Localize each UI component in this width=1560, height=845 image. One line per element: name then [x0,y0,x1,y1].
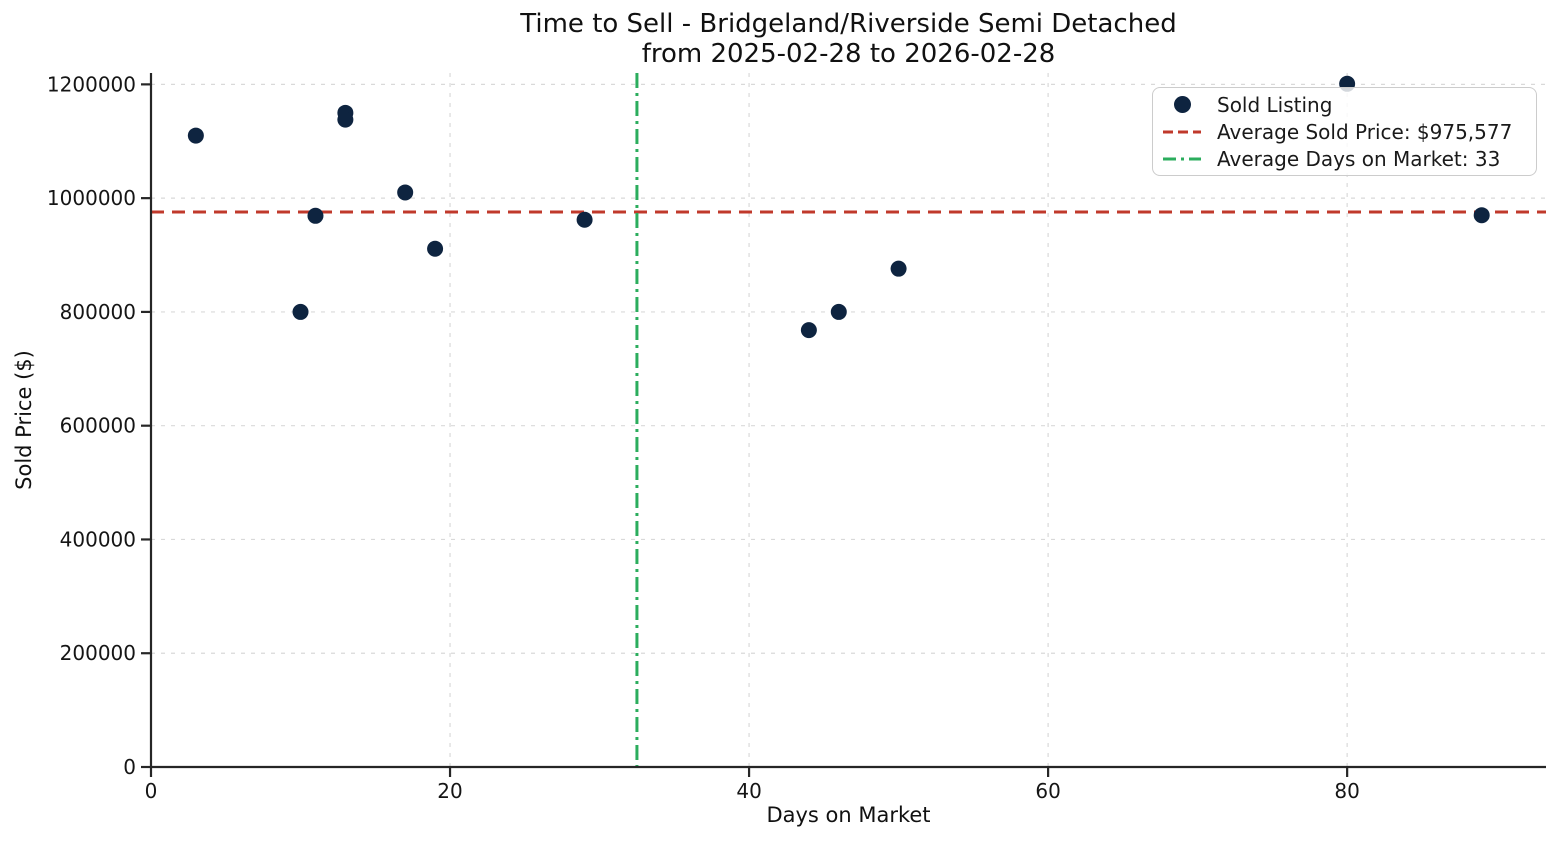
legend-item-sold-listing: Sold Listing [1159,93,1530,117]
legend-swatch [1159,96,1205,113]
data-point-sold-listing [830,303,847,320]
y-tick-label: 600000 [60,414,136,438]
legend-swatch [1159,129,1205,135]
data-point-sold-listing [427,240,444,257]
legend-swatch [1159,156,1205,162]
x-axis-label: Days on Market [766,803,931,827]
legend-label-sold-listing: Sold Listing [1217,92,1333,117]
data-point-sold-listing [890,260,907,277]
chart-title-line2: from 2025-02-28 to 2026-02-28 [641,39,1056,69]
y-tick-label: 1200000 [47,72,136,96]
y-tick-label: 200000 [60,641,136,665]
y-tick-label: 800000 [60,300,136,324]
chart-title-line1: Time to Sell - Bridgeland/Riverside Semi… [520,9,1177,39]
data-point-sold-listing [800,322,817,339]
x-tick-label: 20 [437,779,462,803]
y-tick-label: 0 [123,755,136,779]
data-point-sold-listing [307,207,324,224]
x-tick-label: 40 [736,779,761,803]
chart-title: Time to Sell - Bridgeland/Riverside Semi… [151,9,1546,69]
legend-label-avg-sold-price: Average Sold Price: $975,577 [1217,119,1513,144]
data-point-sold-listing [1473,207,1490,224]
sold-listing-marker-icon [1173,96,1191,113]
x-tick-label: 80 [1334,779,1359,803]
avg-price-dashed-line-icon [1163,130,1201,133]
data-point-sold-listing [187,127,204,144]
x-tick-label: 60 [1035,779,1060,803]
data-point-sold-listing [576,211,593,228]
data-point-sold-listing [292,303,309,320]
x-tick-label: 0 [145,779,158,803]
legend-item-avg-days: Average Days on Market: 33 [1159,147,1530,171]
data-point-sold-listing [337,111,354,128]
data-point-sold-listing [397,184,414,201]
avg-days-dashdot-line-icon [1163,157,1201,160]
y-tick-label: 1000000 [47,186,136,210]
legend-label-avg-days: Average Days on Market: 33 [1217,146,1501,171]
legend: Sold Listing Average Sold Price: $975,57… [1152,87,1537,176]
y-tick-label: 400000 [60,527,136,551]
legend-item-avg-sold-price: Average Sold Price: $975,577 [1159,120,1530,144]
y-axis-label: Sold Price ($) [12,350,36,490]
